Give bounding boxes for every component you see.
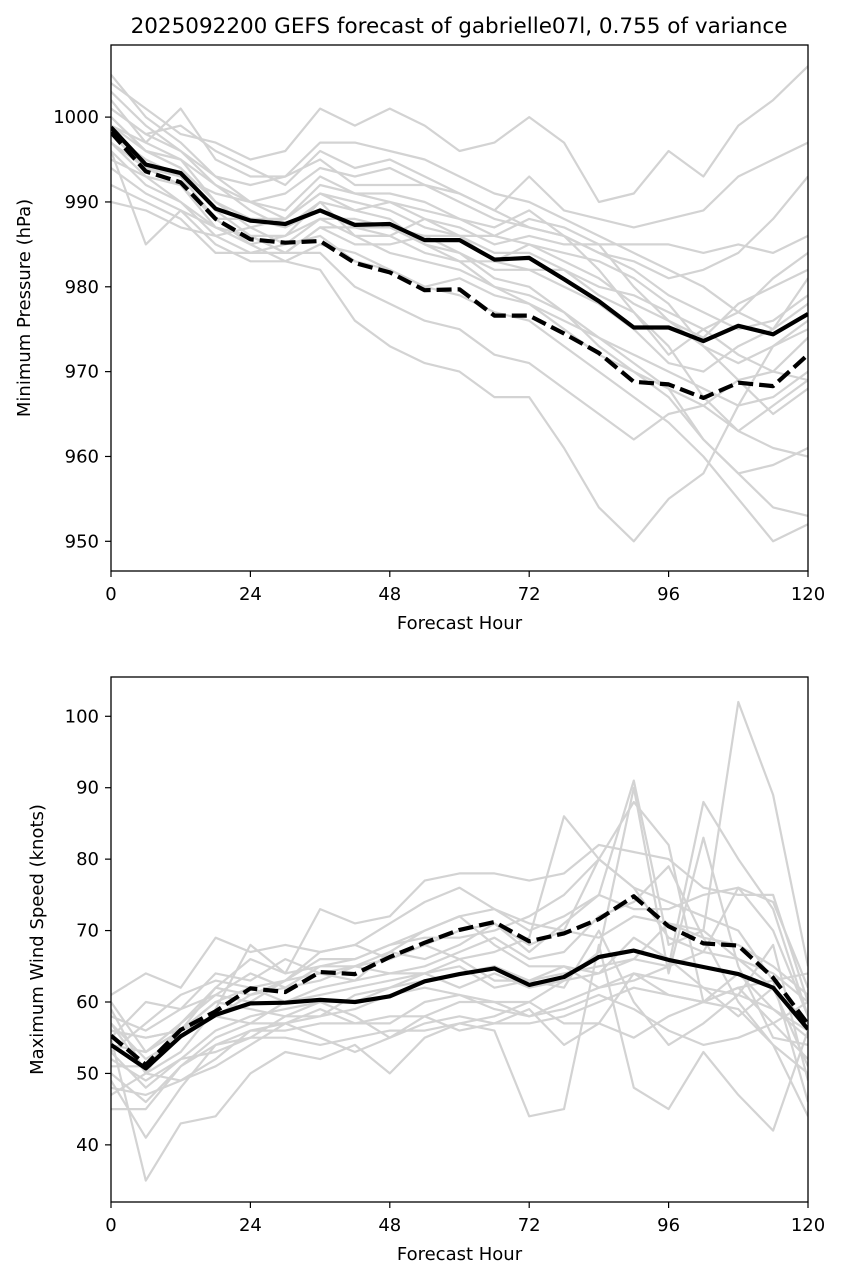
wind-y-tick-label: 90 bbox=[76, 778, 99, 799]
wind-axes-frame bbox=[110, 676, 809, 1203]
pressure-y-tick-label: 960 bbox=[65, 446, 99, 467]
pressure-x-tick-label: 96 bbox=[657, 584, 680, 605]
wind-y-tick-label: 40 bbox=[76, 1135, 99, 1156]
pressure-ensemble-member-line bbox=[111, 65, 808, 204]
wind-y-tick-label: 70 bbox=[76, 921, 99, 942]
wind-ensemble-member-line bbox=[111, 950, 808, 1039]
pressure-x-axis-label: Forecast Hour bbox=[397, 613, 523, 634]
pressure-x-tick-label: 0 bbox=[105, 584, 116, 605]
wind-x-tick-label: 72 bbox=[518, 1215, 541, 1236]
wind-ensemble-member-line bbox=[111, 972, 808, 1089]
wind-ensemble-member-line bbox=[111, 800, 808, 1082]
wind-y-axis-label: Maximum Wind Speed (knots) bbox=[27, 804, 48, 1075]
wind-plot-area bbox=[111, 700, 808, 1182]
wind-ensemble-member-line bbox=[111, 886, 808, 1025]
pressure-y-tick-label: 990 bbox=[65, 192, 99, 213]
pressure-y-tick-label: 980 bbox=[65, 277, 99, 298]
wind-panel: 0 24 48 72 96 120 40 50 60 70 80 90 100 Forecast Hour… bbox=[27, 676, 825, 1265]
wind-x-tick-label: 48 bbox=[378, 1215, 401, 1236]
wind-dashed-series-line bbox=[111, 894, 808, 1068]
wind-x-tick-label: 96 bbox=[657, 1215, 680, 1236]
wind-y-tick-label: 100 bbox=[65, 706, 99, 727]
pressure-y-axis-label: Minimum Pressure (hPa) bbox=[14, 199, 35, 417]
pressure-axes-frame bbox=[110, 44, 809, 572]
wind-y-tick-label: 80 bbox=[76, 849, 99, 870]
pressure-ensemble-member-line bbox=[111, 141, 808, 280]
pressure-plot-area bbox=[111, 65, 808, 543]
pressure-x-tick-label: 72 bbox=[518, 584, 541, 605]
pressure-ensemble-member-line bbox=[111, 116, 808, 254]
wind-ensemble-member-line bbox=[111, 972, 808, 1096]
wind-solid-series-line bbox=[111, 948, 808, 1071]
pressure-dashed-series-line bbox=[111, 131, 808, 400]
pressure-x-tick-label: 120 bbox=[791, 584, 825, 605]
pressure-panel: 0 24 48 72 96 120 950 960 970 980 990 1000 Forecast … bbox=[14, 44, 825, 634]
wind-x-tick-label: 0 bbox=[105, 1215, 116, 1236]
wind-x-tick-label: 24 bbox=[239, 1215, 262, 1236]
pressure-y-tick-label: 970 bbox=[65, 362, 99, 383]
wind-ensemble-member-line bbox=[111, 915, 808, 1067]
wind-ensemble-member-line bbox=[111, 929, 808, 1081]
wind-x-tick-label: 120 bbox=[791, 1215, 825, 1236]
pressure-y-tick-label: 950 bbox=[65, 531, 99, 552]
pressure-y-tick-label: 1000 bbox=[53, 107, 99, 128]
figure-title: 2025092200 GEFS forecast of gabrielle07l… bbox=[131, 14, 788, 39]
pressure-x-tick-label: 24 bbox=[239, 584, 262, 605]
pressure-x-tick-label: 48 bbox=[378, 584, 401, 605]
wind-ensemble-member-line bbox=[111, 965, 808, 1053]
pressure-ensemble-member-line bbox=[111, 107, 808, 331]
wind-y-tick-label: 50 bbox=[76, 1063, 99, 1084]
wind-ensemble-member-line bbox=[111, 886, 808, 1039]
pressure-solid-series-line bbox=[111, 125, 808, 344]
wind-y-tick-label: 60 bbox=[76, 992, 99, 1013]
wind-ensemble-member-line bbox=[111, 865, 808, 1117]
wind-ensemble-member-line bbox=[111, 857, 808, 1075]
pressure-ensemble-member-line bbox=[111, 167, 808, 407]
wind-x-axis-label: Forecast Hour bbox=[397, 1244, 523, 1265]
wind-ensemble-member-line bbox=[111, 986, 808, 1139]
pressure-ensemble-member-line bbox=[111, 158, 808, 416]
pressure-ensemble-member-line bbox=[111, 133, 808, 229]
